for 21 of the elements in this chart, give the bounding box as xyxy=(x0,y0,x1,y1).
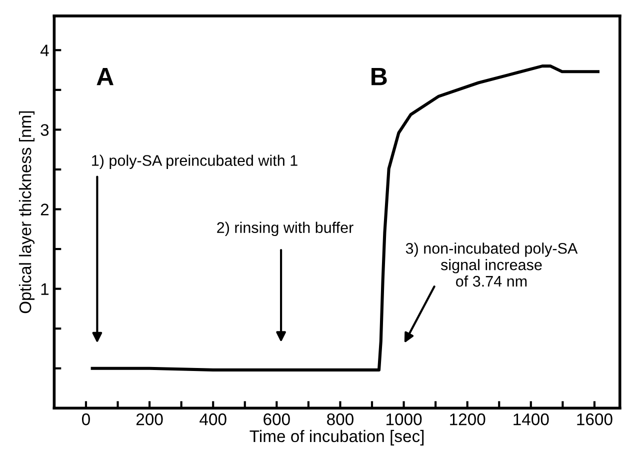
x-tick-label: 600 xyxy=(264,413,290,426)
x-tick-label: 0 xyxy=(82,413,90,426)
annotation: A xyxy=(96,68,114,86)
y-tick-label: 1 xyxy=(41,283,49,295)
x-tick-label: 200 xyxy=(136,413,163,426)
line-series xyxy=(90,64,600,372)
y-axis-title: Optical layer thickness [nm] xyxy=(18,111,35,314)
x-axis-title: Time of incubation [sec] xyxy=(250,430,424,446)
annotation: 3) non-incubated poly-SA signal increase of 3.74 nm xyxy=(406,242,578,287)
x-tick-label: 800 xyxy=(327,413,354,426)
x-tick-label: 400 xyxy=(200,413,226,426)
y-tick-label: 2 xyxy=(40,204,49,216)
x-tick-label: 1400 xyxy=(514,413,549,426)
x-tick-label: 1200 xyxy=(450,413,486,426)
x-tick-label: 1600 xyxy=(577,413,612,426)
annotation: 1) poly-SA preincubated with 1 xyxy=(92,154,298,169)
x-tick-label: 1000 xyxy=(386,413,422,426)
annotation: 2) rinsing with buffer xyxy=(217,222,354,236)
y-tick-label: 4 xyxy=(40,44,49,56)
y-tick-label: 3 xyxy=(40,124,49,136)
annotation: B xyxy=(372,68,387,86)
